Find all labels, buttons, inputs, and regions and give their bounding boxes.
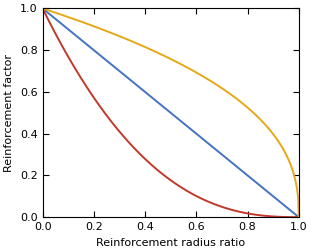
X-axis label: Reinforcement radius ratio: Reinforcement radius ratio xyxy=(96,238,245,247)
Y-axis label: Reinforcement factor: Reinforcement factor xyxy=(4,54,14,172)
